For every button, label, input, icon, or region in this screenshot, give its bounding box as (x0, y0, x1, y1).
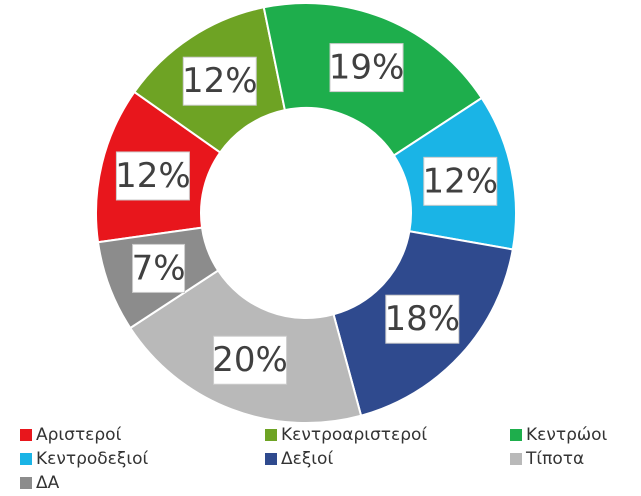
legend-label: Κεντρώοι (526, 425, 607, 445)
value-label-box (213, 335, 288, 385)
legend-label: Αριστεροί (36, 425, 122, 445)
legend-label: Δεξιοί (281, 449, 333, 469)
value-label-box (329, 43, 404, 93)
value-label: 12% (182, 61, 258, 101)
value-label-box (132, 243, 186, 293)
legend-swatch (265, 453, 277, 465)
legend-label: Κεντροαριστεροί (281, 425, 427, 445)
legend-label: Κεντροδεξιοί (36, 449, 148, 469)
value-label: 20% (212, 340, 288, 380)
value-label-box (423, 156, 498, 206)
legend-swatch (265, 429, 277, 441)
legend-swatch (20, 429, 32, 441)
value-label-box (115, 151, 190, 201)
legend-label: ΔΑ (36, 473, 60, 493)
value-label: 19% (329, 48, 405, 88)
legend-swatch (20, 453, 32, 465)
value-label: 12% (115, 156, 191, 196)
legend-swatch (510, 429, 522, 441)
legend-label: Τίποτα (525, 449, 584, 469)
value-label: 18% (385, 299, 461, 339)
value-label: 7% (132, 248, 186, 288)
value-label-box (182, 56, 257, 106)
value-label-box (385, 294, 460, 344)
legend-swatch (20, 477, 32, 489)
legend-swatch (510, 453, 522, 465)
value-label: 12% (422, 161, 498, 201)
